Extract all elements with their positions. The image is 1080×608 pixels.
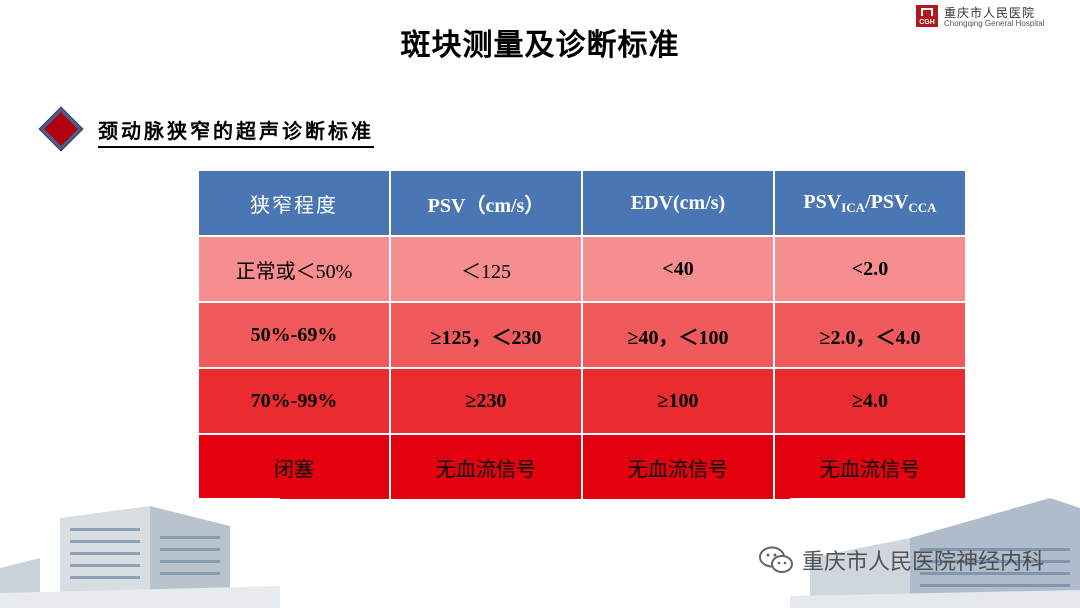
- hospital-name-en: Chongqing General Hospital: [944, 19, 1045, 28]
- hospital-name-cn: 重庆市人民医院: [944, 6, 1036, 20]
- table-row: 闭塞 无血流信号 无血流信号 无血流信号: [197, 433, 967, 501]
- cell-ratio: ≥2.0，＜4.0: [773, 301, 967, 369]
- header-edv: EDV(cm/s): [581, 169, 775, 237]
- wechat-watermark: 重庆市人民医院神经内科: [758, 540, 1044, 580]
- table-row: 70%-99% ≥230 ≥100 ≥4.0: [197, 367, 967, 435]
- hospital-building-right-image: [790, 498, 1080, 608]
- hospital-logo-mark: CGH: [916, 5, 938, 27]
- cell-stenosis: 正常或＜50%: [197, 235, 391, 303]
- table-row: 正常或＜50% ＜125 <40 <2.0: [197, 235, 967, 303]
- diamond-bullet-icon: [39, 107, 83, 151]
- cell-ratio: <2.0: [773, 235, 967, 303]
- cell-ratio: ≥4.0: [773, 367, 967, 435]
- cell-stenosis: 闭塞: [197, 433, 391, 501]
- cell-edv: ≥100: [581, 367, 775, 435]
- cell-ratio: 无血流信号: [773, 433, 967, 501]
- cell-psv: ＜125: [389, 235, 583, 303]
- header-stenosis-degree: 狭窄程度: [197, 169, 391, 237]
- cell-stenosis: 70%-99%: [197, 367, 391, 435]
- table-header-row: 狭窄程度 PSV（cm/s） EDV(cm/s) PSVICA/PSVCCA: [197, 169, 967, 237]
- cell-psv: ≥230: [389, 367, 583, 435]
- cell-edv: 无血流信号: [581, 433, 775, 501]
- cell-stenosis: 50%-69%: [197, 301, 391, 369]
- header-psv: PSV（cm/s）: [389, 169, 583, 237]
- cell-psv: ≥125，＜230: [389, 301, 583, 369]
- cell-edv: ≥40，＜100: [581, 301, 775, 369]
- header-psv-ratio: PSVICA/PSVCCA: [773, 169, 967, 237]
- wechat-icon: [758, 546, 793, 573]
- section-subtitle: 颈动脉狭窄的超声诊断标准: [98, 115, 374, 148]
- table-row: 50%-69% ≥125，＜230 ≥40，＜100 ≥2.0，＜4.0: [197, 301, 967, 369]
- watermark-text: 重庆市人民医院神经内科: [801, 550, 1044, 575]
- diagnosis-criteria-table: 狭窄程度 PSV（cm/s） EDV(cm/s) PSVICA/PSVCCA 正…: [197, 169, 967, 501]
- slide-title: 斑块测量及诊断标准: [400, 28, 680, 63]
- cell-edv: <40: [581, 235, 775, 303]
- hospital-logo: CGH 重庆市人民医院 Chongqing General Hospital: [916, 4, 1068, 30]
- cell-psv: 无血流信号: [389, 433, 583, 501]
- hospital-building-left-image: [0, 498, 280, 608]
